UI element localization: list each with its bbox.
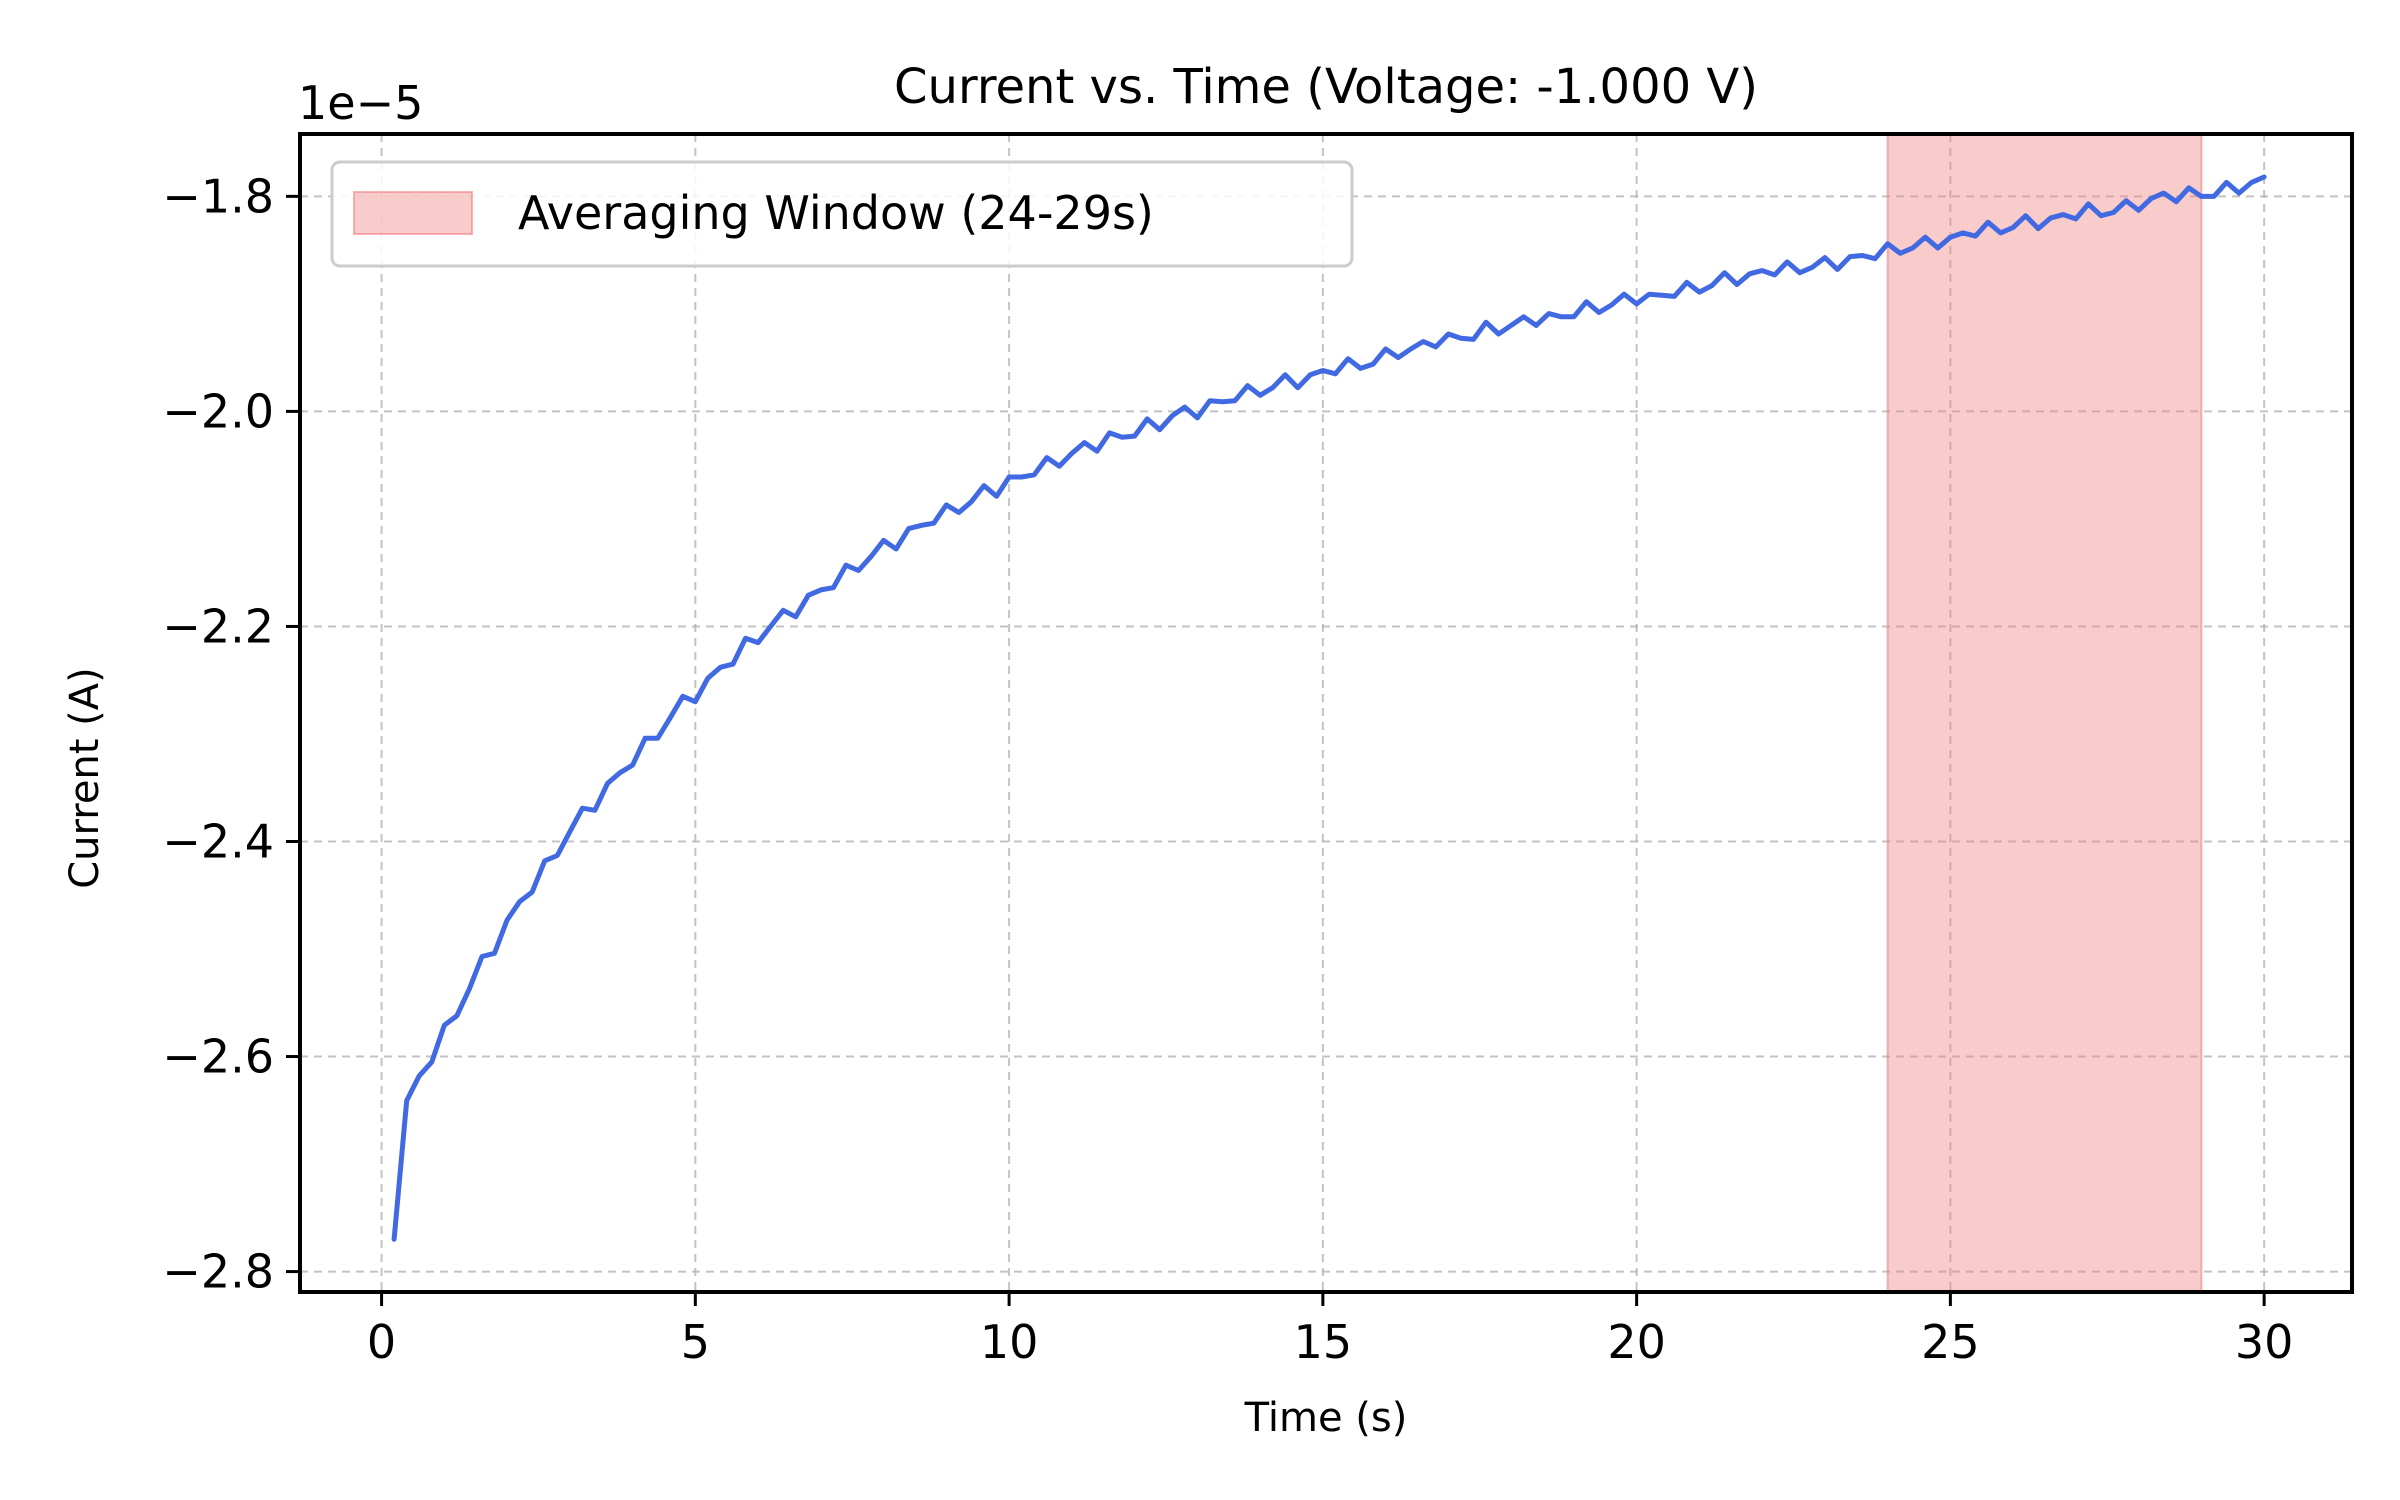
legend-label: Averaging Window (24-29s) <box>518 186 1154 240</box>
grid <box>300 134 2352 1292</box>
chart-title: Current vs. Time (Voltage: -1.000 V) <box>894 59 1758 115</box>
x-tick-label: 15 <box>1294 1315 1353 1369</box>
x-tick-label: 10 <box>980 1315 1039 1369</box>
y-tick-label: −2.4 <box>162 814 274 868</box>
x-axis-label: Time (s) <box>1244 1395 1408 1441</box>
ticks: 0 5 10 15 20 25 30 −2.8 −2.6 −2.4 −2.2 −2.0 −1.8 <box>162 169 2293 1369</box>
y-tick-label: −2.0 <box>162 384 274 438</box>
y-axis-label: Current (A) <box>62 667 108 889</box>
x-tick-label: 25 <box>1921 1315 1980 1369</box>
averaging-window-span <box>1886 133 2203 1293</box>
series-layer <box>391 174 2267 1242</box>
x-tick-label: 20 <box>1607 1315 1666 1369</box>
plot-frame <box>298 132 2354 1294</box>
y-tick-label: −2.2 <box>162 599 274 653</box>
x-tick-label: 30 <box>2235 1315 2294 1369</box>
y-tick-label: −1.8 <box>162 169 274 223</box>
legend-swatch <box>353 191 473 235</box>
legend-box <box>330 160 1354 268</box>
y-tick-label: −2.6 <box>162 1030 274 1084</box>
x-tick-label: 0 <box>367 1315 396 1369</box>
x-tick-label: 5 <box>681 1315 710 1369</box>
y-tick-label: −2.8 <box>162 1245 274 1299</box>
current-series-line <box>391 174 2267 1242</box>
legend: Averaging Window (24-29s) <box>330 160 1354 268</box>
averaging-window-layer <box>1886 133 2203 1293</box>
y-offset-label: 1e−5 <box>298 76 423 130</box>
